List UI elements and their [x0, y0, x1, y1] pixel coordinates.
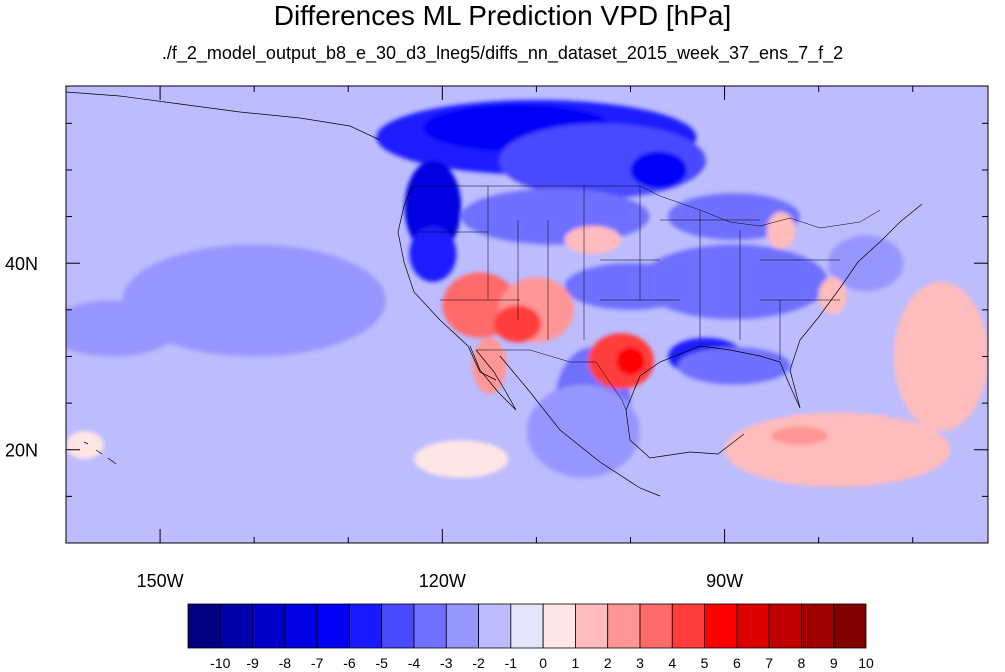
colorbar-swatch — [252, 603, 286, 649]
anomaly-region-23 — [616, 347, 645, 376]
coastline-baja — [469, 345, 517, 411]
anomaly-region-14 — [828, 235, 904, 292]
colorbar-label: -6 — [343, 655, 356, 671]
colorbar-label: 3 — [636, 655, 644, 671]
colorbar-swatch — [478, 603, 512, 649]
coastline-gulf-north — [699, 345, 801, 409]
anomaly-region-6 — [461, 188, 650, 245]
coastline-west — [397, 185, 497, 381]
colorbar-swatch — [768, 603, 802, 649]
coastlines — [66, 91, 923, 497]
axes: 150W 120W 90W 20N 40N — [5, 86, 988, 591]
anomaly-region-4 — [404, 160, 462, 254]
x-tick-label: 150W — [137, 571, 184, 591]
colorbar-label: 7 — [765, 655, 773, 671]
anomaly-region-9 — [564, 263, 697, 310]
anomaly-region-17 — [527, 384, 640, 478]
anomaly-region-29 — [771, 426, 829, 446]
coastline-hawaii — [83, 441, 117, 465]
plot-frame — [65, 85, 989, 544]
colorbar-label: 6 — [733, 655, 741, 671]
y-tick-label: 40N — [5, 254, 38, 274]
colorbar-swatch — [671, 603, 705, 649]
colorbar-swatch — [736, 603, 770, 649]
colorbar-swatch — [284, 603, 318, 649]
anomaly-region-11 — [677, 347, 791, 385]
colorbar-swatch — [510, 603, 544, 649]
colorbar-swatch — [575, 603, 609, 649]
colorbar-swatch — [542, 603, 576, 649]
colorbar-swatch — [187, 603, 221, 649]
colorbar-swatch — [219, 603, 253, 649]
colorbar-label: -3 — [440, 655, 453, 671]
x-tick-label: 90W — [706, 571, 743, 591]
colorbar-label: -5 — [375, 655, 388, 671]
colorbar-swatch — [704, 603, 738, 649]
colorbar-label: -7 — [311, 655, 324, 671]
chart-title: Differences ML Prediction VPD [hPa] — [273, 0, 732, 31]
colorbar-swatch — [413, 603, 447, 649]
colorbar-label: -4 — [408, 655, 421, 671]
coastline-gulf — [625, 345, 745, 459]
anomaly-region-26 — [818, 277, 847, 315]
colorbar-label: 1 — [572, 655, 580, 671]
colorbar-label: -8 — [279, 655, 292, 671]
colorbar-swatch — [639, 603, 673, 649]
colorbar-label: 0 — [539, 655, 547, 671]
coastline-alaska — [66, 91, 381, 141]
anomaly-region-5 — [409, 225, 457, 282]
colorbar-swatch — [381, 603, 415, 649]
colorbar-label: -10 — [210, 655, 230, 671]
plot-area — [66, 86, 988, 543]
colorbar-swatch — [607, 603, 641, 649]
anomaly-region-24 — [564, 225, 622, 254]
anomaly-region-7 — [668, 193, 800, 240]
coastline-east — [789, 203, 923, 409]
chart-subtitle: ./f_2_model_output_b8_e_30_d3_lneg5/diff… — [161, 43, 844, 63]
anomaly-region-20 — [494, 305, 542, 343]
colorbar-label: -2 — [472, 655, 485, 671]
colorbar-label: -1 — [505, 655, 518, 671]
anomaly-region-8 — [639, 244, 829, 320]
anomaly-region-28 — [724, 412, 951, 488]
anomaly-region-31 — [66, 431, 104, 460]
anomaly-region-25 — [766, 211, 796, 250]
colorbar-swatch — [316, 603, 350, 649]
anomaly-field — [66, 99, 988, 488]
x-tick-label: 120W — [419, 571, 466, 591]
colorbar-label: 10 — [858, 655, 874, 671]
colorbar-label: 2 — [604, 655, 612, 671]
colorbar-swatch — [445, 603, 479, 649]
anomaly-region-27 — [893, 281, 988, 432]
us-mexico-border — [476, 349, 627, 411]
anomaly-region-16 — [122, 244, 386, 357]
colorbar-swatch — [801, 603, 835, 649]
us-canada-border — [412, 185, 881, 229]
y-tick-label: 20N — [5, 441, 38, 461]
colorbar-label: -9 — [246, 655, 259, 671]
anomaly-region-3 — [630, 151, 687, 189]
colorbar-label: 8 — [798, 655, 806, 671]
anomaly-region-30 — [414, 440, 509, 478]
colorbar-label: 4 — [668, 655, 676, 671]
colorbar-label: 5 — [701, 655, 709, 671]
colorbar-label: 9 — [830, 655, 838, 671]
state-lines — [420, 186, 840, 360]
political-boundaries — [412, 185, 881, 411]
colorbar-swatch — [349, 603, 383, 649]
colorbar: -10 -9 -8 -7 -6 -5 -4 -3 -2 -1 0 1 2 3 4 5 6 7 8 9 10 — [187, 603, 874, 671]
colorbar-swatch — [833, 603, 867, 649]
coastline-mexico-pacific — [499, 355, 661, 497]
